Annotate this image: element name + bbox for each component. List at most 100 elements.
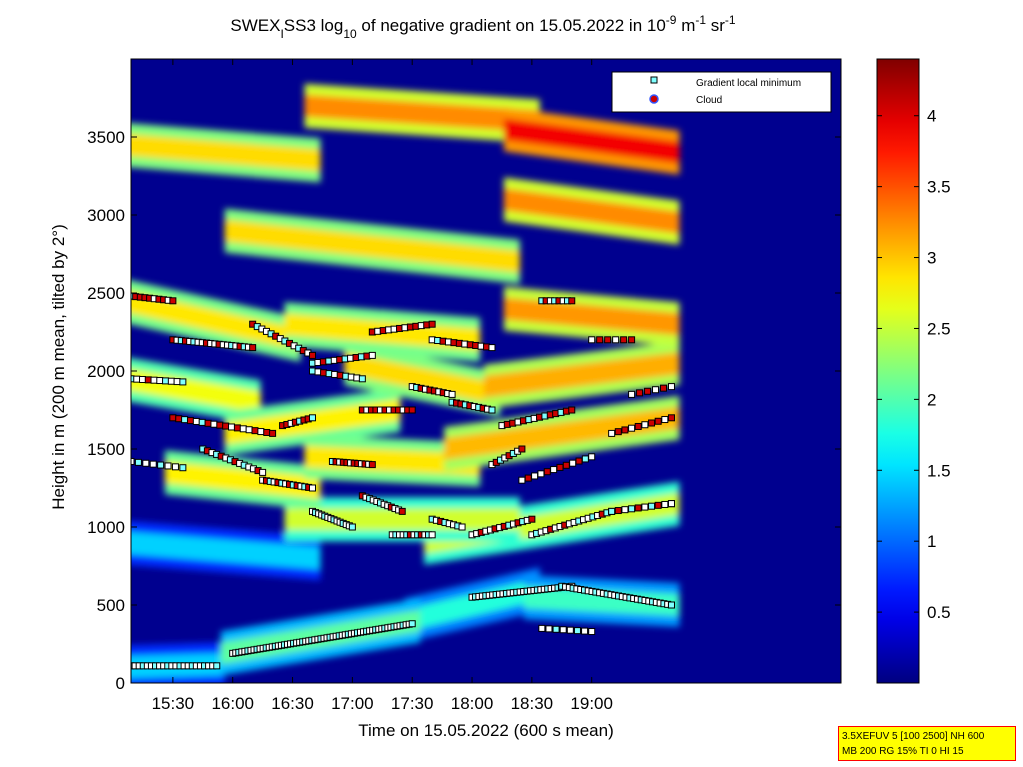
y-tick-label: 2000 [87,362,125,381]
cloud-marker [543,468,551,476]
cloud-marker [233,424,241,432]
title-superscript: -1 [695,13,706,27]
gradient-min-marker [142,459,150,467]
x-tick-label: 18:30 [511,694,554,713]
gradient-min-marker [348,523,356,531]
gradient-min-marker [358,375,366,383]
heatmap-band [164,450,321,510]
gradient-min-marker [661,500,669,508]
gradient-min-marker [179,378,187,386]
cloud-marker [169,297,177,305]
title-part: of negative gradient on 15.05.2022 in 10 [357,16,666,35]
heatmap-band [131,123,321,183]
gradient-min-marker [538,624,546,632]
settings-info-box: 3.5XEFUV 5 [100 2500] NH 600 MB 200 RG 1… [838,726,1016,761]
gradient-min-marker [552,625,560,633]
gradient-min-marker [667,500,675,508]
gradient-min-marker [628,424,636,432]
gradient-min-marker [408,620,416,628]
cloud-marker [614,428,622,436]
heatmap-band-core [444,406,680,460]
gradient-min-marker [149,460,157,468]
cloud-marker [249,344,257,352]
cloud-marker [568,406,576,414]
gradient-min-marker [588,628,596,636]
heatmap-band-core [503,297,680,336]
gradient-min-marker [608,429,616,437]
cloud-marker [524,474,532,482]
cloud-marker [428,320,436,328]
x-axis: 15:30 16:00 16:30 17:00 17:30 18:00 18:30 19:00 [152,59,613,713]
x-tick-label: 19:00 [570,694,613,713]
colorbar-tick-label: 1.5 [927,461,951,480]
gradient-min-marker [368,351,376,359]
x-tick-label: 17:30 [391,694,434,713]
cloud-marker [144,376,152,384]
cloud-marker [562,461,570,469]
heatmap-band-core [304,94,540,133]
x-tick-label: 17:00 [331,694,374,713]
gradient-min-marker [518,476,526,484]
gradient-min-marker [588,453,596,461]
legend-entry-cloud: Cloud [696,95,722,106]
settings-line-2: MB 200 RG 15% TI 0 HI 15 [842,746,964,757]
heatmap-band [503,107,680,175]
title-subscript: 10 [343,27,357,41]
legend: Gradient local minimum Cloud [611,71,832,113]
gradient-min-marker [652,386,660,394]
heatmap-band-core [344,352,500,406]
heatmap-band [444,395,680,471]
legend-marker-cloud [649,94,659,104]
y-tick-label: 3000 [87,206,125,225]
gradient-min-marker [566,626,574,634]
gradient-min-marker [213,662,221,670]
heatmap-band [224,208,520,284]
title-part: SS3 log [284,16,344,35]
cloud-marker [368,461,376,469]
cloud-marker [308,351,316,359]
cloud-marker [169,414,177,422]
cloud-marker [654,501,662,509]
gradient-min-marker [156,377,164,385]
cloud-marker [667,414,675,422]
y-axis-label: Height in m (200 m mean, tilted by 2°) [49,224,68,510]
legend-box [611,71,832,113]
cloud-marker [186,417,194,425]
gradient-min-marker [179,464,187,472]
y-tick-label: 1000 [87,518,125,537]
cloud-marker [636,389,644,397]
gradient-min-marker [133,375,141,383]
colorbar-gradient [876,58,920,684]
y-tick-label: 2500 [87,284,125,303]
gradient-min-marker [667,601,675,609]
cloud-marker [568,297,576,305]
title-subscript: I [280,27,283,41]
cloud-marker [398,507,406,515]
gradient-min-marker [641,503,649,511]
gradient-min-marker [198,418,206,426]
gradient-min-marker [173,378,181,386]
gradient-min-marker [257,428,265,436]
gradient-min-marker [171,463,179,471]
heatmap-band [503,177,680,245]
cloud-marker [654,417,662,425]
cloud-marker [556,463,564,471]
gradient-min-marker [612,336,620,344]
cloud-marker [269,429,277,437]
title-superscript: -1 [725,13,736,27]
cloud-marker [634,422,642,430]
legend-entry-gradient-min: Gradient local minimum [696,78,801,89]
heatmap-band-core [483,352,680,398]
cloud-marker [408,406,416,414]
x-axis-label: Time on 15.05.2022 (600 s mean) [358,721,613,740]
gradient-min-marker [531,472,539,480]
settings-line-1: 3.5XEFUV 5 [100 2500] NH 600 [842,731,985,742]
heatmap-band-core [503,188,680,234]
plot-area [130,58,842,684]
gradient-min-marker [239,425,247,433]
cloud-marker [596,336,604,344]
colorbar-ticks: 0.5 1 1.5 2 2.5 3 3.5 4 [877,107,951,622]
title-part: m [676,16,695,35]
gradient-min-marker [308,414,316,422]
cloud-marker [204,419,212,427]
